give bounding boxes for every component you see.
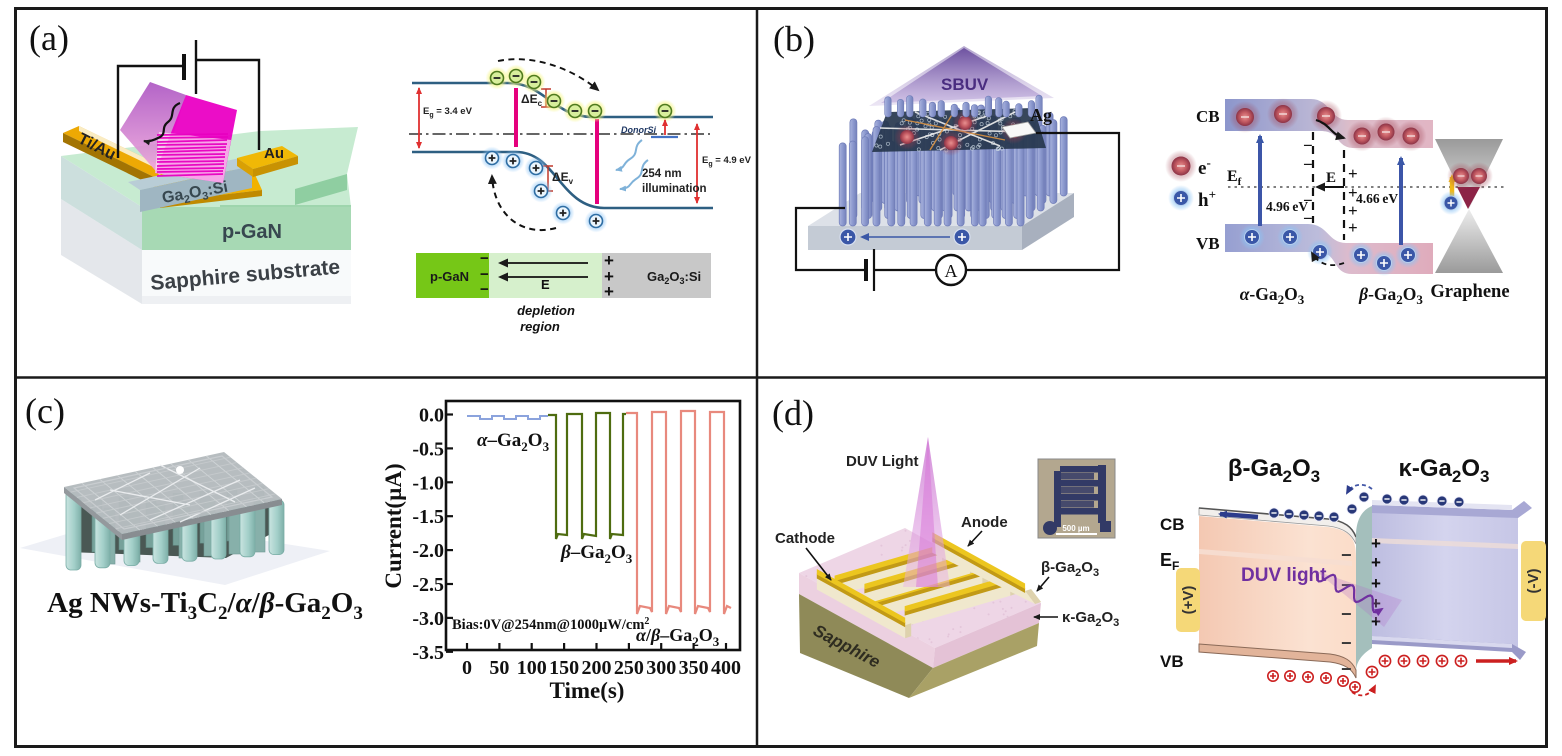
svg-text:α–Ga2O3: α–Ga2O3: [477, 430, 550, 454]
svg-text:region: region: [520, 319, 560, 334]
svg-text:+: +: [1371, 534, 1381, 553]
svg-text:50: 50: [489, 657, 509, 679]
svg-text:200: 200: [581, 657, 611, 679]
svg-text:-3.5: -3.5: [412, 642, 444, 664]
svg-text:+: +: [1371, 574, 1381, 593]
svg-text:E: E: [541, 277, 550, 292]
svg-text:(a): (a): [29, 18, 69, 58]
svg-text:-1.0: -1.0: [412, 472, 444, 494]
svg-text:350: 350: [679, 657, 709, 679]
svg-text:+: +: [604, 282, 614, 301]
svg-text:VB: VB: [1160, 652, 1184, 671]
svg-text:β-Ga2O3: β-Ga2O3: [1228, 455, 1320, 486]
svg-text:E: E: [1326, 170, 1336, 186]
svg-text:500 µm: 500 µm: [1062, 524, 1089, 533]
svg-text:Bias:0V@254nm@1000µW/cm2: Bias:0V@254nm@1000µW/cm2: [452, 616, 649, 633]
svg-text:β–Ga2O3: β–Ga2O3: [560, 542, 633, 566]
svg-text:4.66 eV: 4.66 eV: [1356, 191, 1398, 206]
svg-text:Anode: Anode: [961, 514, 1008, 531]
svg-text:DUV light: DUV light: [1241, 565, 1327, 586]
svg-text:100: 100: [517, 657, 547, 679]
svg-text:−: −: [480, 266, 489, 283]
svg-text:4.96 eV: 4.96 eV: [1266, 199, 1308, 214]
svg-text:Current(µA): Current(µA): [381, 463, 406, 588]
svg-text:Graphene: Graphene: [1430, 282, 1509, 302]
svg-text:p-GaN: p-GaN: [222, 221, 282, 243]
svg-text:(b): (b): [773, 19, 815, 59]
svg-text:300: 300: [646, 657, 676, 679]
svg-text:Eg = 4.9 eV: Eg = 4.9 eV: [702, 155, 752, 168]
svg-text:β-Ga2O3: β-Ga2O3: [1358, 284, 1423, 307]
svg-text:−: −: [1303, 136, 1313, 155]
svg-text:+: +: [604, 267, 614, 286]
svg-text:SBUV: SBUV: [941, 75, 989, 94]
svg-text:κ-Ga2O3: κ-Ga2O3: [1062, 609, 1119, 629]
svg-text:(+V): (+V): [1180, 586, 1197, 615]
svg-text:DUV Light: DUV Light: [846, 453, 919, 470]
svg-text:(c): (c): [25, 391, 65, 431]
svg-text:CB: CB: [1196, 107, 1220, 126]
svg-text:-3.0: -3.0: [412, 608, 444, 630]
svg-text:-0.5: -0.5: [412, 438, 444, 460]
svg-text:+: +: [604, 251, 614, 270]
svg-text:ΔEc: ΔEc: [521, 92, 543, 108]
svg-text:400: 400: [711, 657, 741, 679]
svg-text:−: −: [480, 281, 489, 298]
svg-text:+: +: [1371, 594, 1381, 613]
svg-text:−: −: [1341, 575, 1352, 595]
svg-text:+: +: [1348, 218, 1358, 237]
svg-text:(-V): (-V): [1525, 569, 1542, 594]
svg-text:+: +: [1348, 164, 1358, 183]
svg-text:250: 250: [614, 657, 644, 679]
svg-text:κ-Ga2O3: κ-Ga2O3: [1399, 455, 1490, 486]
svg-text:Cathode: Cathode: [775, 530, 835, 547]
svg-text:−: −: [1341, 604, 1352, 624]
svg-text:−: −: [1303, 209, 1313, 228]
svg-text:+: +: [1348, 201, 1358, 220]
svg-text:-1.5: -1.5: [412, 506, 444, 528]
svg-text:Time(s): Time(s): [550, 678, 625, 703]
svg-text:(d): (d): [772, 393, 814, 433]
svg-text:CB: CB: [1160, 515, 1185, 534]
svg-text:Ag NWs-Ti3C2/α/β-Ga2O3: Ag NWs-Ti3C2/α/β-Ga2O3: [47, 587, 363, 624]
svg-text:254 nm: 254 nm: [642, 168, 682, 180]
svg-text:−: −: [1341, 545, 1352, 565]
svg-text:−: −: [1303, 155, 1313, 174]
svg-text:α-Ga2O3: α-Ga2O3: [1240, 284, 1305, 307]
svg-text:β-Ga2O3: β-Ga2O3: [1041, 559, 1099, 579]
svg-text:DonorSi: DonorSi: [621, 125, 656, 135]
svg-text:150: 150: [549, 657, 579, 679]
svg-text:0.0: 0.0: [419, 405, 444, 427]
svg-text:-2.5: -2.5: [412, 574, 444, 596]
svg-text:p-GaN: p-GaN: [430, 269, 469, 284]
svg-text:-2.0: -2.0: [412, 540, 444, 562]
svg-text:A: A: [945, 261, 958, 281]
svg-text:Ag: Ag: [1030, 105, 1052, 125]
svg-text:illumination: illumination: [642, 183, 707, 195]
svg-text:−: −: [1341, 633, 1352, 653]
svg-text:Au: Au: [264, 145, 284, 162]
svg-text:0: 0: [462, 657, 472, 679]
svg-text:+: +: [1371, 612, 1381, 631]
svg-text:+: +: [1371, 553, 1381, 572]
svg-text:+: +: [1348, 183, 1358, 202]
svg-text:VB: VB: [1196, 234, 1220, 253]
svg-text:−: −: [1341, 659, 1352, 679]
svg-text:depletion: depletion: [517, 303, 575, 318]
svg-text:Eg = 3.4 eV: Eg = 3.4 eV: [423, 106, 473, 119]
svg-text:Ga2O3:Si: Ga2O3:Si: [647, 269, 701, 286]
svg-text:−: −: [480, 250, 489, 267]
svg-text:−: −: [1303, 191, 1313, 210]
svg-text:ΔEv: ΔEv: [552, 170, 574, 186]
